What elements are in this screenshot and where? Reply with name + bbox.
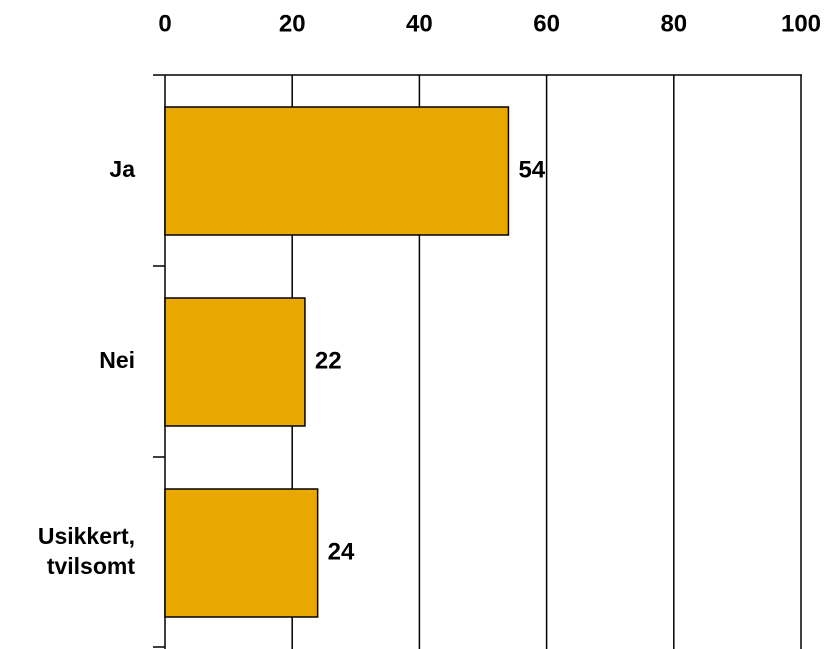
x-tick-label: 80	[660, 10, 687, 37]
x-tick-label: 20	[279, 10, 306, 37]
bar	[164, 106, 510, 236]
x-tick-label: 60	[533, 10, 560, 37]
category-label: tvilsomt	[47, 553, 136, 579]
bars	[164, 106, 510, 618]
x-tick-label: 100	[781, 10, 821, 37]
labels: 0 20 40 60 80 100 54 Ja 22 Nei 24 Usikkert, tvilsomt	[38, 10, 821, 579]
category-label: Nei	[99, 347, 135, 373]
x-tick-label: 0	[158, 10, 171, 37]
bar	[164, 488, 319, 618]
category-label: Ja	[109, 156, 135, 182]
data-label: 24	[328, 538, 355, 565]
x-tick-label: 40	[406, 10, 433, 37]
category-label: Usikkert,	[38, 523, 135, 549]
bar	[164, 297, 306, 427]
data-label: 22	[315, 347, 342, 374]
data-label: 54	[518, 156, 545, 183]
